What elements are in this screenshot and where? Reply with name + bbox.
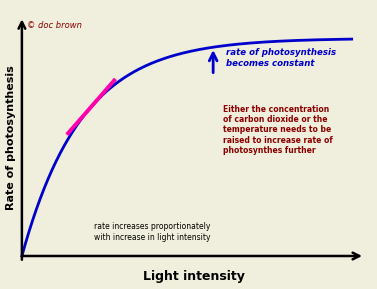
Text: Either the concentration
of carbon dioxide or the
temperature needs to be
raised: Either the concentration of carbon dioxi… [223, 105, 333, 155]
X-axis label: Light intensity: Light intensity [143, 271, 245, 284]
Text: rate of photosynthesis
becomes constant: rate of photosynthesis becomes constant [226, 48, 336, 68]
Y-axis label: Rate of photosynthesis: Rate of photosynthesis [6, 65, 15, 210]
Text: © doc brown: © doc brown [27, 21, 82, 30]
Text: rate increases proportionately
with increase in light intensity: rate increases proportionately with incr… [95, 222, 211, 242]
